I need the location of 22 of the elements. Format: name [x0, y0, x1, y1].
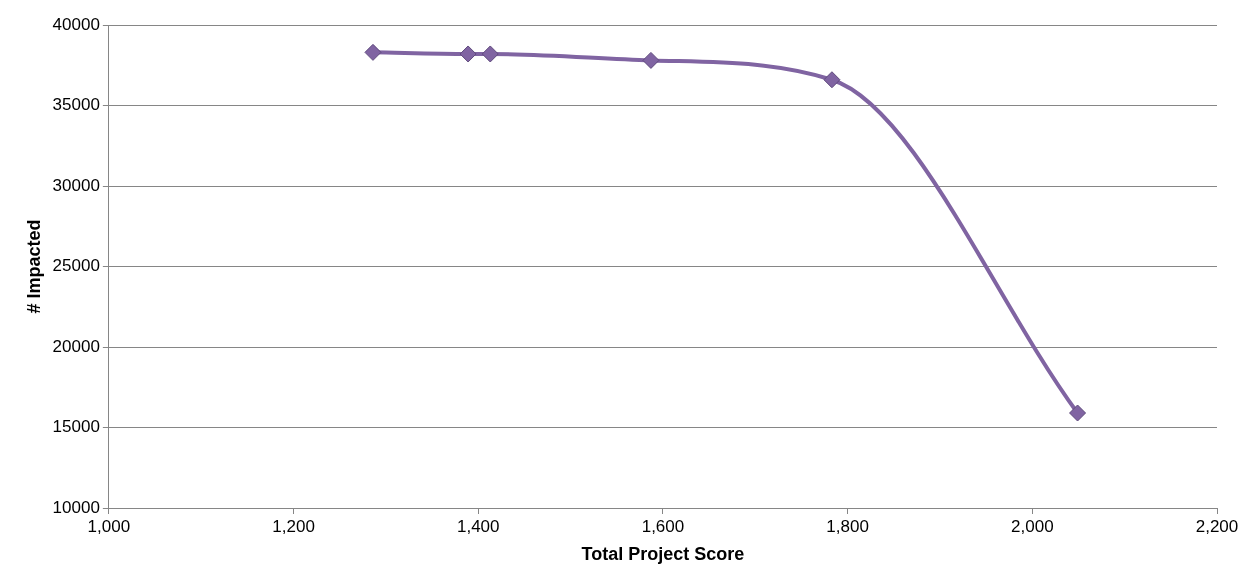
x-tick-label: 1,000 — [87, 516, 131, 536]
point — [1069, 404, 1087, 422]
x-tick-label: 2,000 — [1011, 516, 1054, 536]
x-tick-label: 1,600 — [641, 516, 685, 536]
y-tick-label: 15000 — [52, 417, 100, 437]
x-tick-label: 1,200 — [272, 516, 315, 536]
y-tick-label: 10000 — [52, 497, 100, 517]
point — [364, 43, 382, 61]
point — [459, 45, 477, 63]
y-tick-label: 20000 — [52, 336, 100, 356]
y-tick-label: 40000 — [52, 14, 100, 34]
x-axis-title: Total Project Score — [581, 544, 745, 565]
y-tick-label: 30000 — [52, 175, 100, 195]
point — [823, 71, 841, 89]
y-axis-title: # Impacted — [23, 219, 44, 314]
x-tick-label: 1,800 — [826, 516, 869, 536]
y-tick-label: 25000 — [52, 256, 100, 276]
point — [642, 51, 660, 69]
y-tick-label: 35000 — [52, 95, 100, 115]
x-tick-label: 2,200 — [1195, 516, 1239, 536]
point — [481, 45, 499, 63]
x-tick-label: 1,400 — [456, 516, 500, 536]
